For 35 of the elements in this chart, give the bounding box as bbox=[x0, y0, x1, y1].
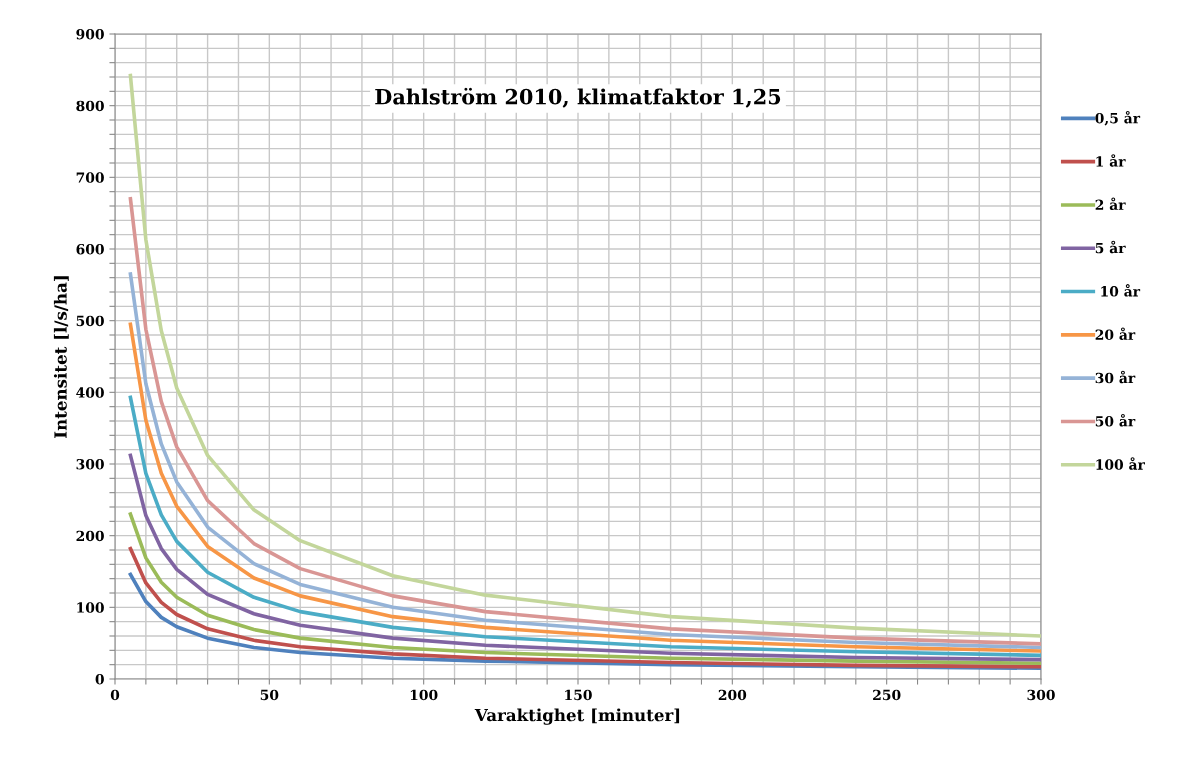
y-tick-label: 0 bbox=[95, 673, 104, 685]
x-tick-label: 250 bbox=[873, 689, 901, 701]
legend-label: 100 år bbox=[1096, 457, 1145, 470]
legend-label: 30 år bbox=[1095, 370, 1136, 384]
x-tick-label: 0 bbox=[110, 689, 120, 701]
y-tick-label: 900 bbox=[76, 28, 104, 40]
y-tick-label: 100 bbox=[77, 602, 104, 613]
x-tick-label: 150 bbox=[565, 689, 592, 701]
y-tick-label: 500 bbox=[76, 315, 104, 327]
line-series bbox=[128, 197, 1041, 646]
legend-label: 1 år bbox=[1096, 154, 1126, 167]
x-tick-label: 50 bbox=[260, 689, 279, 701]
y-tick-label: 400 bbox=[76, 387, 104, 398]
legend-label: 5 år bbox=[1095, 240, 1126, 254]
line-series bbox=[128, 453, 1041, 662]
y-tick-label: 300 bbox=[76, 458, 104, 470]
x-axis-title: Varaktighet [minuter] bbox=[474, 708, 680, 725]
legend-label: 50 år bbox=[1095, 414, 1136, 427]
text: Dahlström 2010, klimatfaktor 1,25 bbox=[375, 87, 781, 108]
line-series bbox=[128, 73, 1041, 638]
x-tick-label: 200 bbox=[718, 689, 747, 701]
legend-label: 2 år bbox=[1095, 197, 1126, 211]
y-tick-label: 700 bbox=[76, 172, 104, 183]
y-tick-label: 800 bbox=[76, 100, 104, 112]
legend-label: 0,5 år bbox=[1095, 110, 1141, 126]
x-tick-label: 100 bbox=[410, 689, 438, 701]
line-series bbox=[128, 395, 1041, 658]
x-tick-label: 300 bbox=[1027, 689, 1055, 701]
y-tick-label: 600 bbox=[76, 243, 104, 255]
legend-label: 20 år bbox=[1095, 327, 1136, 340]
y-tick-label: 200 bbox=[76, 530, 104, 542]
legend-label: 10 år bbox=[1101, 284, 1141, 297]
y-axis-title: Intensitet [l/s/ha] bbox=[53, 276, 69, 438]
line-series bbox=[128, 512, 1041, 666]
line-series bbox=[128, 546, 1041, 669]
